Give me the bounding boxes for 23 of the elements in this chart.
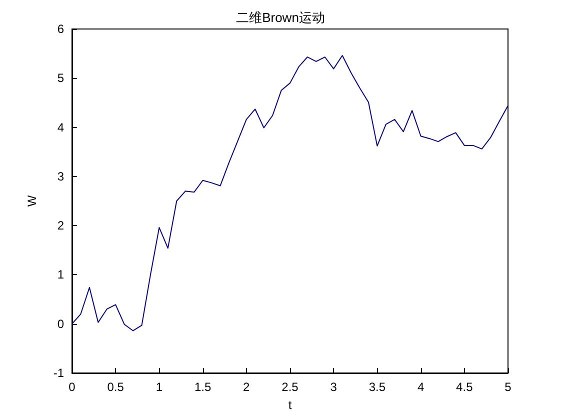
x-axis-title: t	[288, 398, 292, 412]
y-tick-label: 4	[57, 120, 64, 134]
x-tick-label: 1	[156, 380, 163, 394]
x-tick-label: 0	[68, 380, 76, 394]
x-tick-label: 4	[417, 380, 424, 394]
x-tick-label: 1.5	[194, 380, 212, 394]
x-tick-label: 2.5	[282, 380, 299, 394]
y-tick-label: 5	[57, 71, 64, 86]
y-axis-title: W	[25, 194, 39, 207]
x-tick-label: 5	[504, 380, 512, 394]
x-tick-label: 4.5	[456, 380, 474, 394]
y-tick-label: 2	[57, 218, 64, 233]
x-tick-label: 3	[330, 380, 338, 394]
chart-title: 二维Brown运动	[236, 10, 325, 25]
x-tick-label: 2	[243, 380, 250, 394]
x-tick-label: 3.5	[368, 380, 386, 394]
y-tick-label: -1	[53, 366, 64, 380]
y-tick-label: 1	[57, 268, 64, 282]
y-tick-label: 6	[57, 22, 64, 36]
x-tick-label: 0.5	[107, 380, 124, 394]
y-tick-label: 3	[57, 169, 64, 184]
y-tick-label: 0	[57, 316, 64, 331]
line-series	[72, 55, 508, 332]
